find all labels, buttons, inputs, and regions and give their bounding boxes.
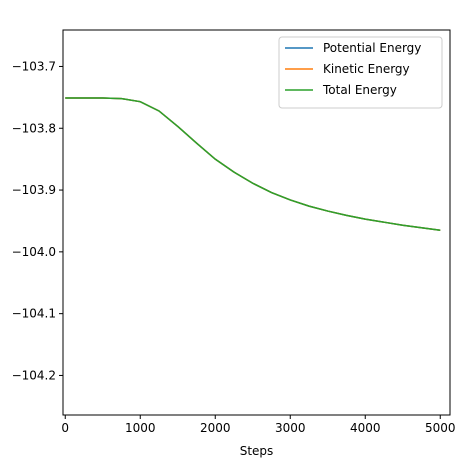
y-tick-label: −103.7 (12, 59, 56, 73)
legend-box (278, 36, 443, 109)
x-axis-label: Steps (240, 444, 274, 458)
x-tick-label: 5000 (425, 421, 456, 435)
x-axis: 0 1000 2000 3000 4000 5000 (61, 415, 456, 435)
series-layer (65, 97, 441, 231)
y-tick-label: −103.8 (12, 121, 56, 135)
x-tick-label: 0 (61, 421, 69, 435)
series-line-2 (65, 97, 441, 231)
legend-label: Kinetic Energy (323, 62, 410, 76)
plot-frame (62, 29, 451, 416)
y-tick-label: −103.9 (12, 183, 56, 197)
y-axis: −103.7 −103.8 −103.9 −104.0 −104.1 −104.2 (12, 59, 63, 382)
legend-label: Total Energy (322, 83, 397, 97)
x-tick-label: 1000 (125, 421, 156, 435)
series-line-1 (65, 97, 441, 231)
y-tick-label: −104.0 (12, 245, 56, 259)
y-tick-label: −104.2 (12, 368, 56, 382)
series-line-0 (65, 97, 441, 231)
x-tick-label: 4000 (350, 421, 381, 435)
legend: Potential Energy Kinetic Energy Total Ener… (278, 36, 443, 109)
x-tick-label: 3000 (275, 421, 306, 435)
y-tick-label: −104.1 (12, 307, 56, 321)
x-tick-label: 2000 (200, 421, 231, 435)
legend-label: Potential Energy (323, 41, 421, 55)
